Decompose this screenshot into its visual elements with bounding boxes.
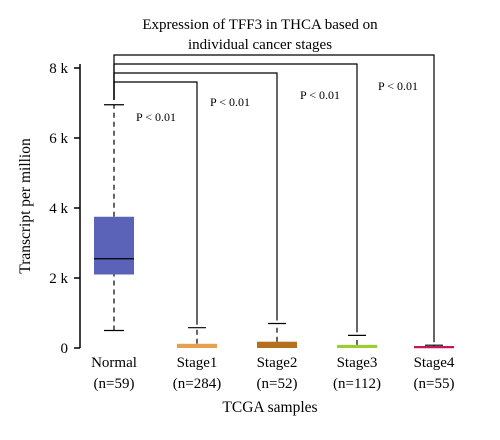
x-axis-category-labels: Normal (n=59) Stage1 (n=284) Stage2 (n=52) Sta… bbox=[91, 355, 455, 392]
x-category-count: (n=284) bbox=[173, 376, 221, 392]
y-tick-label: 0 bbox=[61, 341, 69, 357]
significance-brackets: P < 0.01 P < 0.01 P < 0.01 P < 0.01 bbox=[113, 54, 435, 343]
x-category-label: Stage4 bbox=[414, 355, 455, 371]
box-series bbox=[94, 104, 454, 349]
x-category-label: Normal bbox=[91, 355, 137, 371]
x-category-count: (n=112) bbox=[333, 376, 381, 392]
p-value-label: P < 0.01 bbox=[210, 95, 250, 109]
x-category-count: (n=52) bbox=[257, 376, 298, 392]
x-category-label: Stage1 bbox=[177, 355, 218, 371]
box-stage2 bbox=[257, 322, 297, 348]
p-value-label: P < 0.01 bbox=[136, 110, 176, 124]
y-tick-label: 2 k bbox=[49, 271, 68, 287]
box-stage4 bbox=[414, 344, 454, 349]
y-tick-label: 4 k bbox=[49, 201, 68, 217]
p-value-label: P < 0.01 bbox=[300, 88, 340, 102]
y-tick-label: 6 k bbox=[49, 131, 68, 147]
y-tick-label: 8 k bbox=[49, 61, 68, 77]
x-axis-label: TCGA samples bbox=[222, 399, 317, 416]
x-category-count: (n=59) bbox=[94, 376, 135, 392]
chart-title-line-1: Expression of TFF3 in THCA based on bbox=[142, 17, 378, 33]
box-normal bbox=[94, 104, 134, 332]
box-stage3 bbox=[337, 334, 377, 348]
y-axis-ticks: 0 2 k 4 k 6 k 8 k bbox=[49, 61, 80, 357]
x-category-count: (n=55) bbox=[414, 376, 455, 392]
y-axis-label: Transcript per million bbox=[17, 138, 34, 274]
x-category-label: Stage2 bbox=[257, 355, 298, 371]
x-category-label: Stage3 bbox=[337, 355, 378, 371]
box-iqr bbox=[177, 343, 217, 348]
p-value-label: P < 0.01 bbox=[378, 79, 418, 93]
box-iqr bbox=[94, 216, 134, 275]
box-iqr bbox=[337, 344, 377, 348]
significance-bracket bbox=[113, 54, 435, 343]
chart-title-line-2: individual cancer stages bbox=[188, 37, 332, 53]
box-iqr bbox=[257, 341, 297, 348]
box-iqr bbox=[414, 346, 454, 348]
box-stage1 bbox=[177, 327, 217, 348]
